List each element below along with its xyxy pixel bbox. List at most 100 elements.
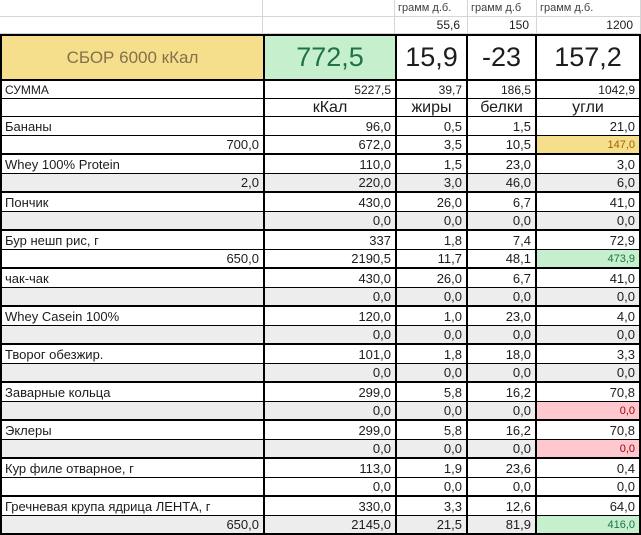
cell-total-fat[interactable]: 0,0	[397, 326, 468, 343]
cell-total-kcal[interactable]: 0,0	[265, 402, 397, 419]
cell-sum-label[interactable]: СУММА	[2, 81, 265, 98]
cell-total-fat[interactable]: 0,0	[397, 288, 468, 305]
cell-total-kcal[interactable]: 0,0	[265, 440, 397, 457]
cell-product-carbs[interactable]: 41,0	[537, 269, 639, 287]
cell-total-carbs[interactable]: 416,0	[537, 516, 639, 533]
cell-product-fat[interactable]: 5,8	[397, 421, 468, 439]
cell-product-fat[interactable]: 5,8	[397, 383, 468, 401]
cell-total-protein[interactable]: 0,0	[468, 478, 537, 495]
cell-total-fat[interactable]: 21,5	[397, 516, 468, 533]
cell-summary-kcal-remaining[interactable]: 772,5	[265, 36, 397, 79]
cell-total-kcal[interactable]: 2145,0	[265, 516, 397, 533]
cell-product-protein[interactable]: 6,7	[468, 193, 537, 211]
cell-empty[interactable]	[263, 0, 395, 17]
col-header-carbs[interactable]: угли	[537, 99, 639, 116]
cell-product-name[interactable]: Пончик	[2, 193, 265, 211]
cell-total-kcal[interactable]: 0,0	[265, 212, 397, 229]
cell-total-fat[interactable]: 0,0	[397, 402, 468, 419]
cell-product-name[interactable]: Заварные кольца	[2, 383, 265, 401]
cell-product-kcal[interactable]: 430,0	[265, 193, 397, 211]
cell-amount-grams[interactable]	[2, 364, 265, 381]
cell-amount-grams[interactable]	[2, 326, 265, 343]
cell-product-fat[interactable]: 1,8	[397, 345, 468, 363]
cell-product-carbs[interactable]: 70,8	[537, 383, 639, 401]
cell-amount-grams[interactable]: 2,0	[2, 174, 265, 191]
cell-total-protein[interactable]: 81,9	[468, 516, 537, 533]
cell-product-fat[interactable]: 26,0	[397, 193, 468, 211]
cell-product-fat[interactable]: 1,9	[397, 459, 468, 477]
cell-total-kcal[interactable]: 2190,5	[265, 250, 397, 267]
cell-total-carbs[interactable]: 0,0	[537, 440, 639, 457]
cell-amount-grams[interactable]: 650,0	[2, 516, 265, 533]
cell-product-protein[interactable]: 6,7	[468, 269, 537, 287]
cell-product-name[interactable]: Whey Casein 100%	[2, 307, 265, 325]
cell-total-protein[interactable]: 0,0	[468, 364, 537, 381]
cell-amount-grams[interactable]: 700,0	[2, 136, 265, 153]
cell-empty[interactable]	[263, 17, 395, 34]
cell-total-carbs[interactable]: 0,0	[537, 402, 639, 419]
cell-product-kcal[interactable]: 430,0	[265, 269, 397, 287]
cell-product-kcal[interactable]: 330,0	[265, 497, 397, 515]
cell-product-name[interactable]: Кур филе отварное, г	[2, 459, 265, 477]
cell-empty[interactable]	[0, 0, 263, 17]
cell-product-protein[interactable]: 23,6	[468, 459, 537, 477]
cell-product-kcal[interactable]: 96,0	[265, 117, 397, 135]
cell-gram-target-fat[interactable]: 55,6	[395, 17, 468, 34]
cell-amount-grams[interactable]	[2, 288, 265, 305]
cell-sum-kcal[interactable]: 5227,5	[265, 81, 397, 98]
cell-product-protein[interactable]: 16,2	[468, 383, 537, 401]
cell-product-name[interactable]: Whey 100% Protein	[2, 155, 265, 173]
cell-sum-protein[interactable]: 186,5	[468, 81, 537, 98]
cell-product-carbs[interactable]: 3,0	[537, 155, 639, 173]
cell-gram-target-carbs[interactable]: 1200	[537, 17, 641, 34]
cell-product-carbs[interactable]: 21,0	[537, 117, 639, 135]
cell-total-protein[interactable]: 46,0	[468, 174, 537, 191]
cell-total-fat[interactable]: 3,0	[397, 174, 468, 191]
cell-amount-grams[interactable]	[2, 402, 265, 419]
cell-product-carbs[interactable]: 0,4	[537, 459, 639, 477]
cell-product-kcal[interactable]: 299,0	[265, 383, 397, 401]
cell-total-fat[interactable]: 0,0	[397, 364, 468, 381]
cell-total-carbs[interactable]: 147,0	[537, 136, 639, 153]
cell-total-carbs[interactable]: 0,0	[537, 212, 639, 229]
cell-total-carbs[interactable]: 0,0	[537, 326, 639, 343]
cell-product-kcal[interactable]: 120,0	[265, 307, 397, 325]
cell-product-kcal[interactable]: 299,0	[265, 421, 397, 439]
cell-total-fat[interactable]: 0,0	[397, 440, 468, 457]
cell-gram-header-carbs[interactable]: грамм д.б.	[537, 0, 641, 17]
cell-product-name[interactable]: Бур нешп рис, г	[2, 231, 265, 249]
cell-total-protein[interactable]: 0,0	[468, 440, 537, 457]
cell-total-protein[interactable]: 0,0	[468, 288, 537, 305]
cell-total-kcal[interactable]: 672,0	[265, 136, 397, 153]
cell-amount-grams[interactable]	[2, 478, 265, 495]
cell-product-carbs[interactable]: 64,0	[537, 497, 639, 515]
cell-product-fat[interactable]: 3,3	[397, 497, 468, 515]
cell-total-carbs[interactable]: 0,0	[537, 478, 639, 495]
cell-gram-header-fat[interactable]: грамм д.б.	[395, 0, 468, 17]
cell-product-protein[interactable]: 12,6	[468, 497, 537, 515]
cell-product-protein[interactable]: 1,5	[468, 117, 537, 135]
cell-total-protein[interactable]: 10,5	[468, 136, 537, 153]
cell-amount-grams[interactable]	[2, 212, 265, 229]
cell-product-protein[interactable]: 7,4	[468, 231, 537, 249]
cell-product-carbs[interactable]: 3,3	[537, 345, 639, 363]
cell-product-fat[interactable]: 0,5	[397, 117, 468, 135]
cell-summary-carbs-remaining[interactable]: 157,2	[554, 42, 622, 72]
cell-product-carbs[interactable]: 70,8	[537, 421, 639, 439]
cell-product-fat[interactable]: 1,8	[397, 231, 468, 249]
cell-total-kcal[interactable]: 0,0	[265, 364, 397, 381]
cell-summary-title[interactable]: СБОР 6000 кКал	[2, 36, 265, 79]
cell-total-carbs[interactable]: 0,0	[537, 364, 639, 381]
cell-empty[interactable]	[0, 17, 263, 34]
cell-product-kcal[interactable]: 110,0	[265, 155, 397, 173]
cell-total-carbs[interactable]: 6,0	[537, 174, 639, 191]
cell-product-kcal[interactable]: 337	[265, 231, 397, 249]
cell-product-carbs[interactable]: 72,9	[537, 231, 639, 249]
cell-summary-fat-remaining[interactable]: 15,9	[397, 36, 468, 79]
col-header-fat[interactable]: жиры	[397, 99, 468, 116]
cell-total-protein[interactable]: 0,0	[468, 326, 537, 343]
cell-product-name[interactable]: Эклеры	[2, 421, 265, 439]
cell-product-carbs[interactable]: 4,0	[537, 307, 639, 325]
cell-product-protein[interactable]: 23,0	[468, 155, 537, 173]
col-header-protein[interactable]: белки	[468, 99, 537, 116]
